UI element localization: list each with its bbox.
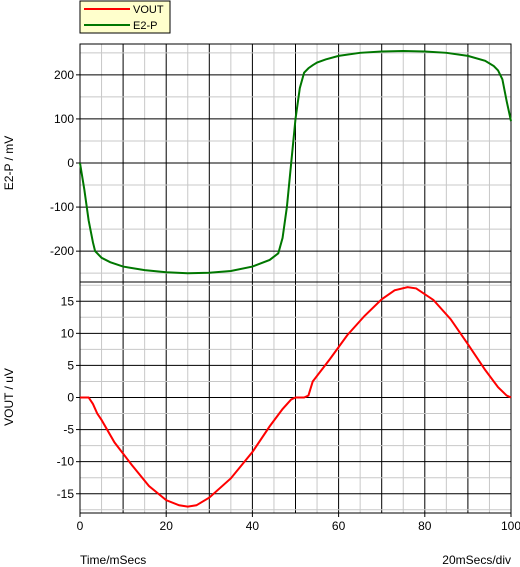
vout-y-tick-label: -5 bbox=[63, 423, 74, 437]
vout-x-ticks: 0 20 40 60 80 100 bbox=[77, 513, 520, 533]
vout-y-tick-label: -10 bbox=[57, 455, 75, 469]
x-scale-note: 20mSecs/div bbox=[442, 553, 511, 567]
vout-y-tick-label: -15 bbox=[57, 487, 75, 501]
legend-box bbox=[79, 0, 171, 34]
x-axis-label: Time/mSecs bbox=[80, 553, 146, 567]
legend: VOUT E2-P bbox=[79, 0, 171, 34]
legend-label-vout: VOUT bbox=[133, 4, 164, 16]
legend-label-e2p: E2-P bbox=[133, 20, 157, 32]
vout-grid bbox=[79, 282, 512, 513]
vout-y-ticks: -15 -10 -5 0 5 10 15 bbox=[57, 294, 80, 501]
x-tick-label: 0 bbox=[77, 519, 84, 533]
vout-y-tick-label: 5 bbox=[67, 358, 74, 372]
e2p-y-axis-label: E2-P / mV bbox=[2, 136, 16, 190]
e2p-grid bbox=[79, 44, 512, 282]
x-tick-label: 80 bbox=[418, 519, 432, 533]
vout-y-tick-label: 15 bbox=[61, 294, 75, 308]
vout-y-tick-label: 0 bbox=[67, 391, 74, 405]
e2p-y-ticks: -200 -100 0 100 200 bbox=[50, 68, 80, 258]
e2p-y-tick-label: -200 bbox=[50, 244, 74, 258]
x-tick-label: 60 bbox=[332, 519, 346, 533]
e2p-panel: -200 -100 0 100 200 E2-P / mV bbox=[2, 43, 512, 283]
x-tick-label: 100 bbox=[501, 519, 520, 533]
vout-y-axis-label: VOUT / uV bbox=[2, 368, 16, 426]
vout-panel: -15 -10 -5 0 5 10 15 0 20 40 60 80 100 VOUT / uV Ti… bbox=[2, 281, 520, 567]
e2p-series-line bbox=[79, 50, 512, 275]
e2p-y-tick-label: 100 bbox=[54, 112, 74, 126]
e2p-y-tick-label: 0 bbox=[67, 156, 74, 170]
vout-series-line bbox=[80, 286, 512, 508]
x-tick-label: 20 bbox=[160, 519, 174, 533]
e2p-y-tick-label: -100 bbox=[50, 200, 74, 214]
vout-y-tick-label: 10 bbox=[61, 326, 75, 340]
e2p-y-tick-label: 200 bbox=[54, 68, 74, 82]
x-tick-label: 40 bbox=[246, 519, 260, 533]
